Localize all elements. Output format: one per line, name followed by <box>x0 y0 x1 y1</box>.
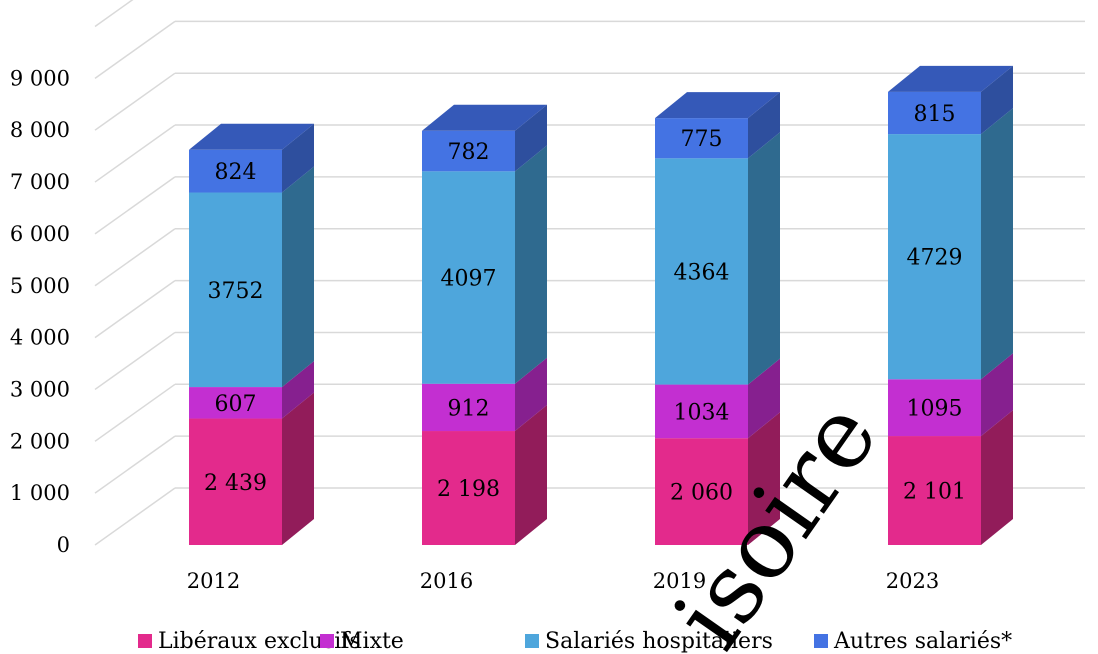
y-tick-label: 1 000 <box>10 481 70 505</box>
data-label: 2 198 <box>437 477 500 502</box>
data-label: 815 <box>914 102 956 127</box>
gridline-diagonal <box>94 487 176 546</box>
bar-stack-2012: 2 439 607 3752 824 <box>189 123 314 545</box>
gridline-diagonal <box>94 435 176 494</box>
bar-stack-2023: 2 101 1095 4729 815 <box>888 65 1013 545</box>
gridline-diagonal <box>94 124 176 183</box>
bar-segment-side <box>282 166 314 388</box>
legend-swatch <box>814 634 828 648</box>
gridline-diagonal <box>94 176 176 235</box>
gridline-diagonal <box>94 20 176 79</box>
bar-segment-side <box>282 392 314 545</box>
y-tick-label: 7 000 <box>10 170 70 194</box>
data-label: 2 101 <box>903 480 966 505</box>
bars: 2 439 607 3752 824 2 198 912 4097 782 2 060 1034 4… <box>189 65 1013 545</box>
bar-segment-side <box>282 361 314 419</box>
legend-swatch <box>138 634 152 648</box>
legend-label: Autres salariés* <box>833 629 1012 654</box>
bar-segment-side <box>515 405 547 545</box>
gridline-diagonal <box>94 279 176 339</box>
bar-segment-front <box>189 418 282 545</box>
bar-segment-front <box>888 91 981 135</box>
bar-segment-front <box>888 379 981 437</box>
legend-label: Mixte <box>340 629 404 654</box>
bar-segment-front <box>655 438 748 545</box>
y-tick-label: 3 000 <box>10 377 70 401</box>
bar-segment-side <box>981 65 1013 135</box>
y-tick-label: 5 000 <box>10 274 70 298</box>
bar-stack-2019: 2 060 1034 4364 775 <box>655 92 780 545</box>
bar-stack-2016: 2 198 912 4097 782 <box>422 104 547 545</box>
data-label: 2 060 <box>670 481 733 506</box>
bar-segment-side <box>981 353 1013 437</box>
bar-segment-side <box>748 132 780 385</box>
y-tick-label: 0 <box>57 533 70 557</box>
data-label: 2 439 <box>204 471 267 496</box>
legend-label: Salariés hospitaliers <box>545 629 773 654</box>
bar-segment-side <box>515 104 547 172</box>
y-axis: 0 1 000 2 000 3 000 4 000 5 000 6 000 7 000 8 00… <box>10 66 70 557</box>
y-tick-label: 9 000 <box>10 66 70 90</box>
bar-segment-side <box>282 123 314 193</box>
gridline-diagonal <box>94 228 176 287</box>
x-tick-label: 2016 <box>420 569 473 593</box>
data-label: 775 <box>681 127 723 152</box>
x-tick-label: 2019 <box>653 569 706 593</box>
y-tick-label: 8 000 <box>10 118 70 142</box>
data-label: 4097 <box>441 267 497 292</box>
bar-top <box>655 92 780 119</box>
data-label: 912 <box>448 396 490 421</box>
data-label: 782 <box>448 140 490 165</box>
bar-top <box>189 123 314 150</box>
bar-segment-front <box>189 149 282 193</box>
bar-segment-front <box>422 431 515 545</box>
x-tick-label: 2012 <box>187 569 240 593</box>
legend-swatch <box>320 634 334 648</box>
x-axis: 2012 2016 2019 2023 <box>187 569 939 593</box>
bar-segment-front <box>655 118 748 159</box>
bar-segment-side <box>981 410 1013 545</box>
gridline-diagonal <box>94 72 176 131</box>
bar-segment-front <box>422 383 515 432</box>
y-tick-label: 4 000 <box>10 326 70 350</box>
data-label: 1095 <box>907 397 963 422</box>
bar-top <box>422 104 547 131</box>
bar-segment-side <box>748 92 780 159</box>
bar-segment-side <box>748 358 780 439</box>
data-label: 607 <box>215 392 257 417</box>
legend-swatch <box>525 634 539 648</box>
bar-segment-front <box>189 387 282 419</box>
bar-segment-side <box>515 357 547 432</box>
bar-segment-front <box>422 130 515 172</box>
data-label: 3752 <box>208 279 264 304</box>
data-label: 4729 <box>907 246 963 271</box>
data-label: 1034 <box>674 400 730 425</box>
bar-segment-front <box>655 158 748 385</box>
bar-segment-front <box>189 192 282 388</box>
y-tick-label: 2 000 <box>10 429 70 453</box>
gridline-diagonal <box>94 0 134 28</box>
bar-segment-side <box>515 145 547 384</box>
bar-segment-side <box>981 108 1013 380</box>
data-label: 4364 <box>674 260 730 285</box>
gridline-diagonal <box>94 331 176 391</box>
bar-segment-front <box>422 171 515 384</box>
bar-top <box>888 65 1013 92</box>
x-tick-label: 2023 <box>886 569 939 593</box>
y-tick-label: 6 000 <box>10 222 70 246</box>
bar-segment-front <box>888 436 981 545</box>
bar-segment-front <box>655 384 748 439</box>
bar-segment-front <box>888 134 981 380</box>
gridline-diagonal <box>94 383 176 442</box>
data-label: 824 <box>215 160 257 185</box>
bar-segment-side <box>748 412 780 545</box>
